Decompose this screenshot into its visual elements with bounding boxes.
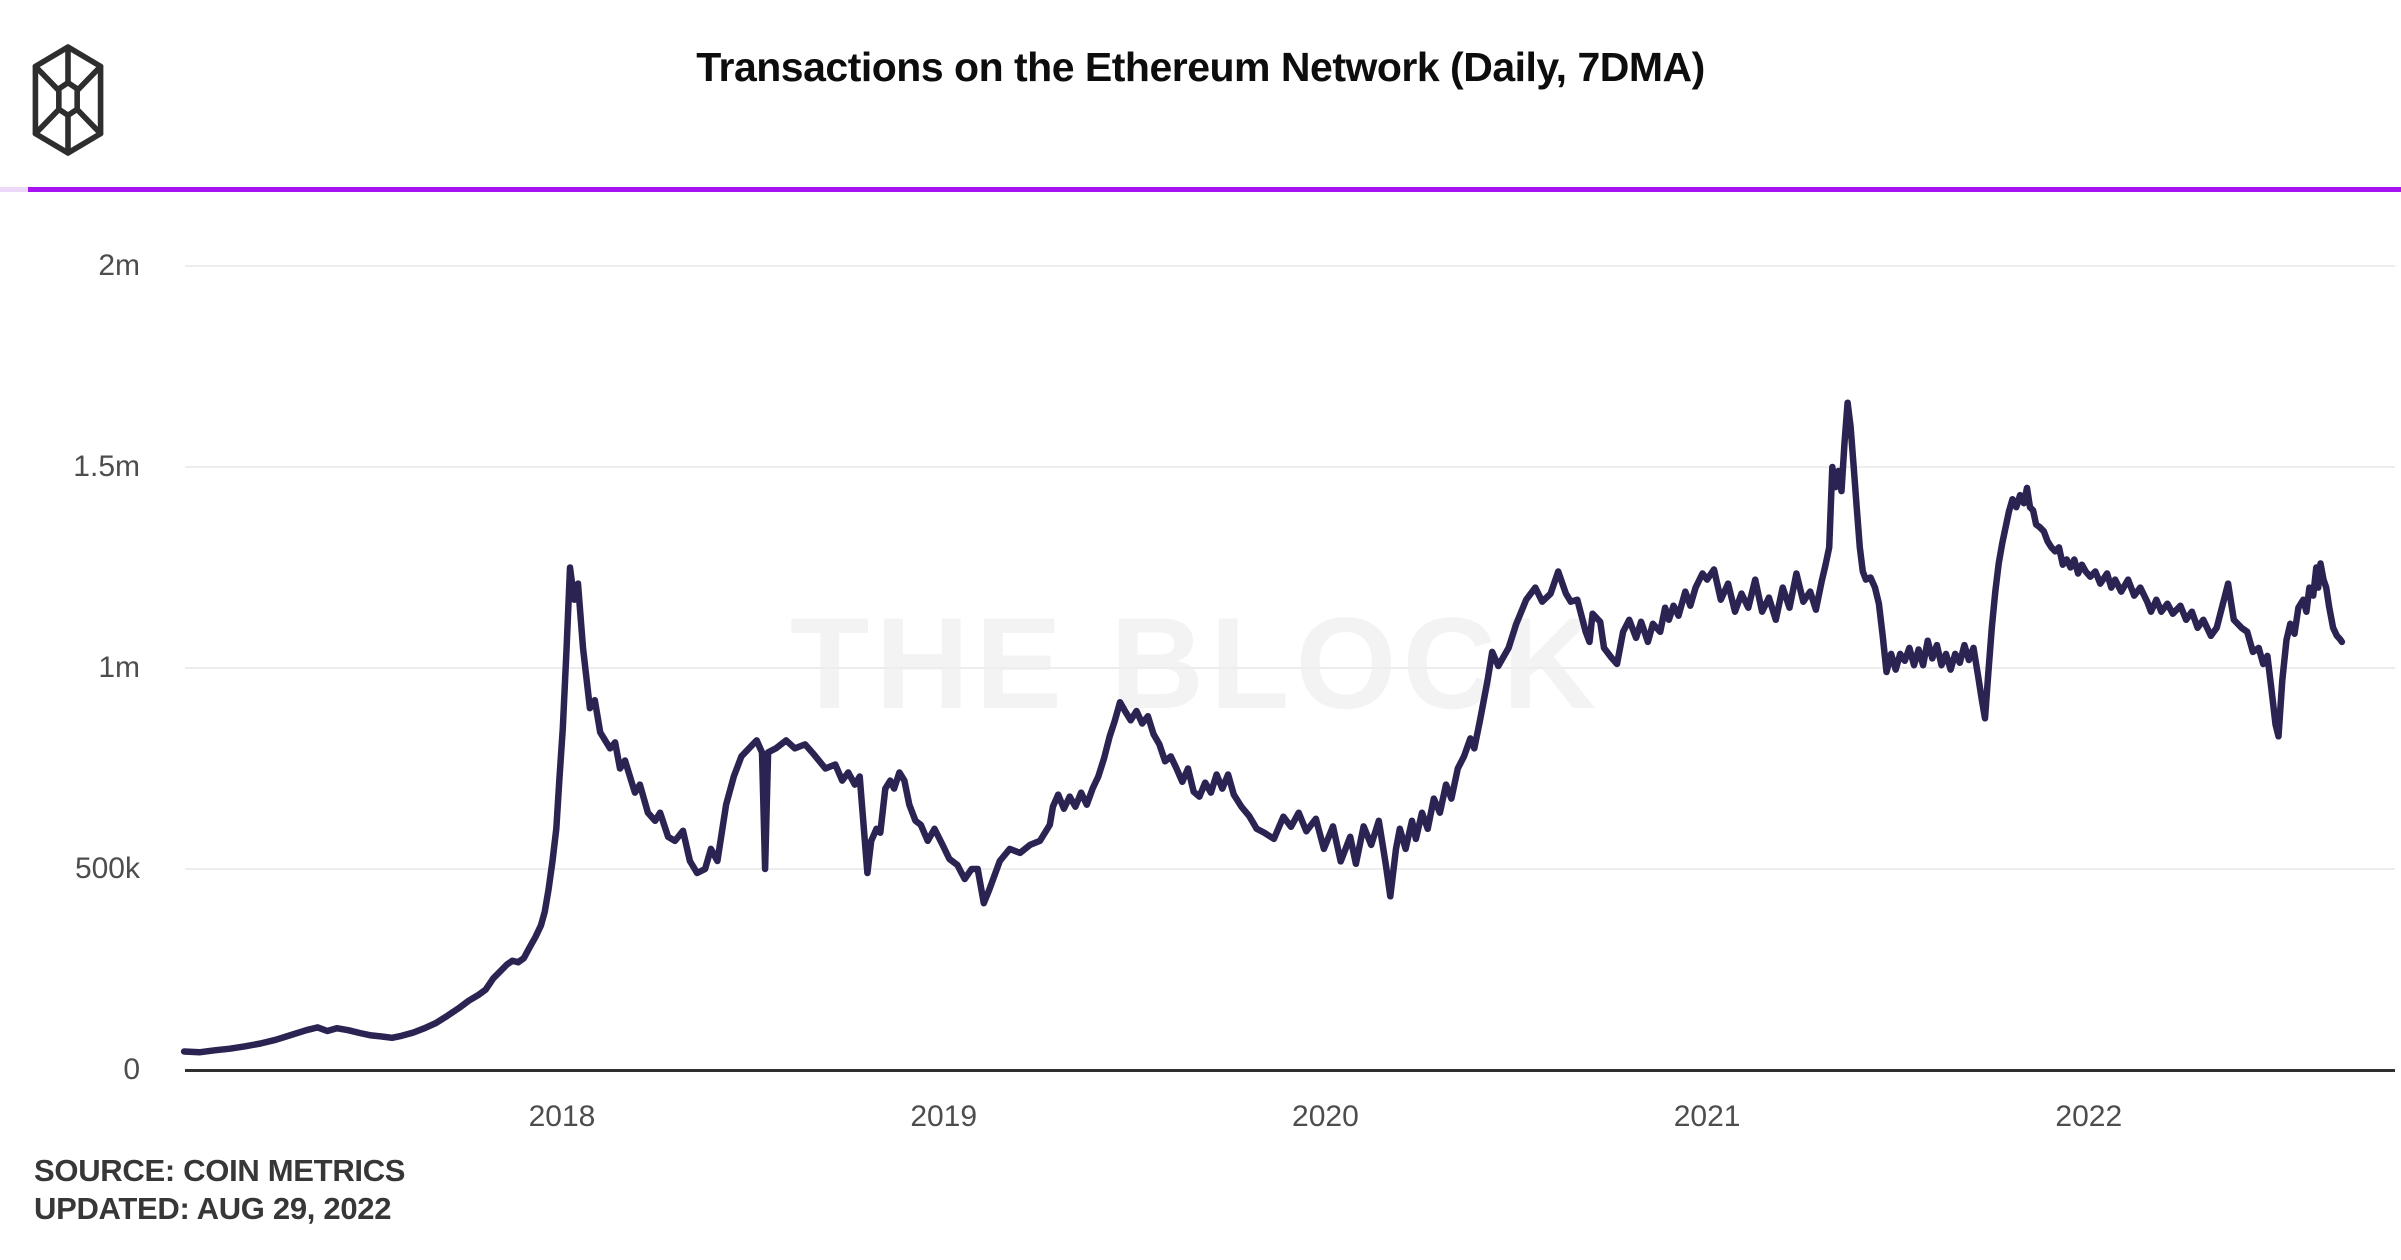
- gridline-1m: [185, 667, 2395, 669]
- x-tick-label-2021: 2021: [1673, 1100, 1741, 1133]
- source-label: SOURCE: COIN METRICS: [34, 1153, 406, 1188]
- x-tick-label-2020: 2020: [1292, 1100, 1359, 1133]
- gridline-500k: [185, 868, 2395, 870]
- y-tick-label-0: 0: [123, 1053, 140, 1086]
- y-tick-label-1.5m: 1.5m: [73, 450, 140, 483]
- gridline-2m: [185, 265, 2395, 267]
- chart-title: Transactions on the Ethereum Network (Da…: [696, 44, 1705, 90]
- y-tick-label-500k: 500k: [74, 852, 140, 885]
- x-tick-label-2018: 2018: [528, 1100, 596, 1133]
- the-block-cube-logo-icon: [32, 44, 104, 156]
- gridline-1.5m: [185, 466, 2395, 468]
- purple-divider: [0, 187, 2401, 192]
- x-tick-label-2022: 2022: [2055, 1100, 2123, 1133]
- line-series-path: [180, 399, 2346, 1056]
- updated-label: UPDATED: AUG 29, 2022: [34, 1191, 392, 1226]
- x-axis-line: [185, 1069, 2395, 1072]
- source-block: SOURCE: COIN METRICS UPDATED: AUG 29, 20…: [34, 1152, 405, 1228]
- y-tick-label-2m: 2m: [98, 249, 140, 282]
- y-tick-label-1m: 1m: [98, 651, 140, 684]
- x-tick-label-2019: 2019: [910, 1100, 978, 1133]
- the-block-watermark: THE BLOCK: [790, 590, 1603, 736]
